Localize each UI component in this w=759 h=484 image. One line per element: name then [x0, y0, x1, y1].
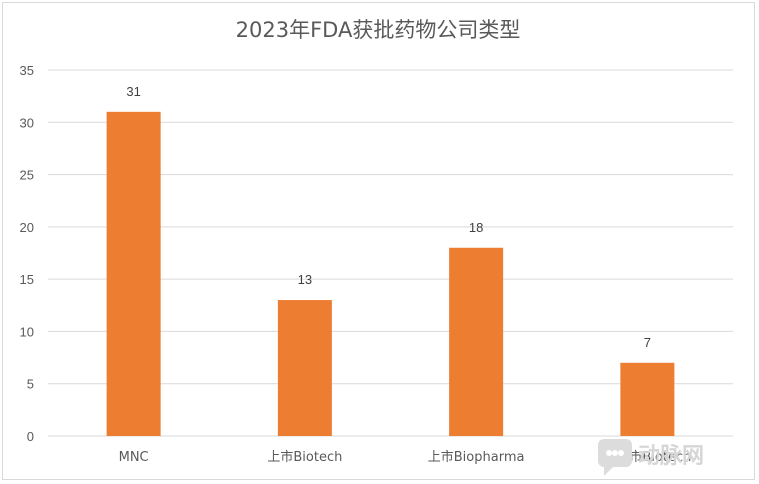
chat-bubble-icon: [598, 439, 632, 476]
y-tick-label: 0: [27, 429, 34, 444]
data-label: 18: [469, 220, 483, 235]
data-label: 7: [644, 335, 651, 350]
bar: [106, 111, 161, 436]
data-label: 13: [298, 272, 312, 287]
y-tick-label: 15: [20, 272, 34, 287]
y-tick-label: 25: [20, 168, 34, 183]
data-labels: 31 13 18 7: [126, 84, 651, 350]
data-label: 31: [126, 84, 140, 99]
bar: [620, 362, 675, 436]
watermark-text: 动脉网: [638, 444, 704, 469]
bars: [106, 111, 675, 436]
y-tick-label: 20: [20, 220, 34, 235]
bar: [449, 247, 504, 436]
chart-title: 2023年FDA获批药物公司类型: [236, 18, 521, 42]
x-axis-categories: MNC 上市Biotech 上市Biopharma 未上市Biotech: [119, 449, 692, 465]
y-tick-label: 35: [20, 63, 34, 78]
watermark: 动脉网: [598, 439, 704, 476]
x-category-label: MNC: [119, 450, 149, 465]
y-tick-label: 10: [20, 324, 34, 339]
y-tick-label: 5: [27, 377, 34, 392]
bar: [277, 300, 332, 436]
x-category-label: 上市Biopharma: [428, 449, 525, 465]
y-axis-ticks: 0 5 10 15 20 25 30 35: [20, 63, 34, 444]
x-category-label: 上市Biotech: [267, 449, 342, 465]
y-tick-label: 30: [20, 115, 34, 130]
gridlines: [48, 69, 733, 437]
